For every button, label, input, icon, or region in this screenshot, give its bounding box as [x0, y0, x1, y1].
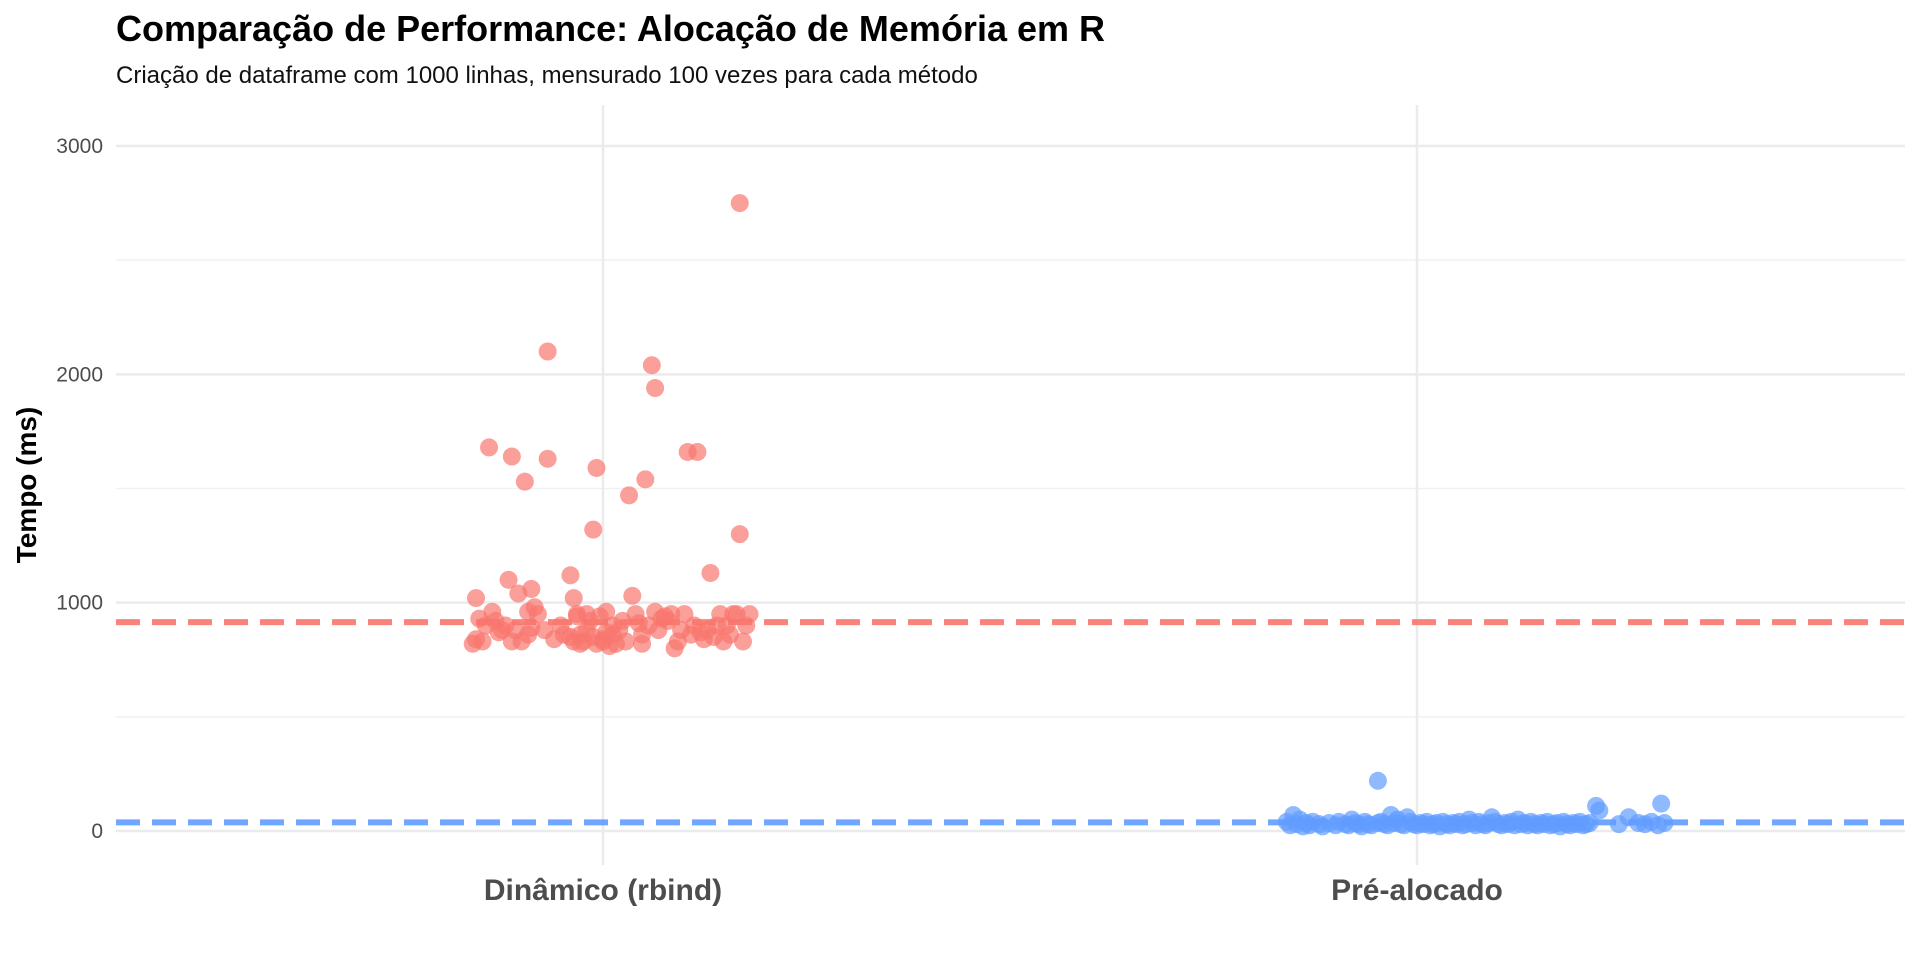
data-point — [502, 447, 521, 466]
data-point — [642, 356, 661, 375]
data-point — [701, 563, 720, 582]
data-point — [688, 442, 707, 461]
grid-lines — [116, 105, 1905, 865]
data-point — [473, 632, 492, 651]
data-point — [1580, 814, 1599, 833]
data-point — [577, 605, 596, 624]
data-point — [499, 570, 518, 589]
y-tick-label: 2000 — [56, 363, 103, 386]
x-tick-label: Pré-alocado — [1331, 874, 1503, 907]
data-point — [528, 605, 547, 624]
mean-lines — [116, 619, 1905, 826]
data-point — [538, 342, 557, 361]
y-axis-ticks: 0 1000 2000 3000 — [56, 135, 103, 843]
data-point — [584, 520, 603, 539]
data-point — [662, 605, 681, 624]
data-points — [463, 194, 1674, 836]
chart-title: Comparação de Performance: Alocação de M… — [116, 8, 1105, 49]
data-point — [636, 470, 655, 489]
x-tick-label: Dinâmico (rbind) — [484, 874, 722, 907]
data-point — [730, 525, 749, 544]
data-point — [467, 589, 486, 608]
data-point — [1368, 771, 1387, 790]
data-point — [597, 602, 616, 621]
data-point — [480, 438, 499, 457]
data-point — [633, 634, 652, 653]
x-axis-ticks: Dinâmico (rbind) Pré-alocado — [484, 874, 1503, 907]
data-point — [734, 632, 753, 651]
data-point — [1590, 801, 1609, 820]
data-point — [730, 194, 749, 213]
data-point — [616, 632, 635, 651]
data-point — [620, 486, 639, 505]
data-point — [522, 579, 541, 598]
data-point — [538, 449, 557, 468]
data-point — [561, 566, 580, 585]
data-point — [740, 605, 759, 624]
y-tick-label: 0 — [91, 820, 103, 843]
data-point — [646, 379, 665, 398]
data-point — [623, 586, 642, 605]
y-axis-label: Tempo (ms) — [11, 407, 42, 564]
y-tick-label: 3000 — [56, 135, 103, 158]
y-tick-label: 1000 — [56, 592, 103, 615]
chart-subtitle: Criação de dataframe com 1000 linhas, me… — [116, 62, 978, 89]
data-point — [587, 458, 606, 477]
data-point — [515, 472, 534, 491]
data-point — [1652, 794, 1671, 813]
data-point — [564, 589, 583, 608]
